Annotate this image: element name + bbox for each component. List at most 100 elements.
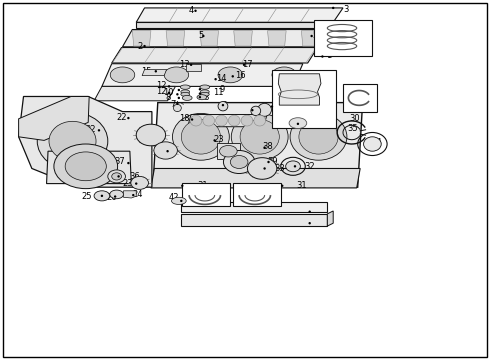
Ellipse shape: [264, 147, 266, 149]
Bar: [186, 64, 201, 71]
Polygon shape: [166, 31, 185, 46]
Ellipse shape: [321, 55, 323, 58]
Ellipse shape: [243, 64, 245, 66]
Ellipse shape: [94, 191, 110, 201]
Ellipse shape: [191, 118, 193, 121]
Ellipse shape: [197, 95, 207, 100]
Text: 22: 22: [116, 112, 126, 122]
Polygon shape: [142, 69, 167, 76]
Polygon shape: [188, 114, 267, 127]
Text: 27: 27: [350, 38, 361, 47]
Ellipse shape: [240, 120, 279, 154]
Polygon shape: [301, 31, 320, 46]
Polygon shape: [122, 30, 327, 47]
Ellipse shape: [54, 144, 118, 189]
Ellipse shape: [110, 67, 135, 83]
Text: 21: 21: [294, 119, 304, 128]
Polygon shape: [151, 168, 360, 188]
Text: 19: 19: [272, 102, 282, 111]
Text: 12: 12: [156, 81, 167, 90]
Ellipse shape: [294, 165, 296, 167]
Text: 11: 11: [213, 88, 223, 97]
Ellipse shape: [200, 90, 209, 94]
Text: 41: 41: [309, 218, 319, 227]
Text: 25: 25: [82, 192, 92, 201]
Ellipse shape: [247, 158, 277, 179]
Ellipse shape: [108, 170, 125, 183]
Ellipse shape: [176, 103, 178, 105]
Ellipse shape: [144, 45, 146, 47]
Polygon shape: [112, 48, 318, 63]
Ellipse shape: [118, 175, 120, 177]
Polygon shape: [94, 86, 175, 101]
Polygon shape: [268, 31, 286, 46]
Ellipse shape: [199, 96, 201, 98]
Ellipse shape: [223, 150, 255, 174]
Ellipse shape: [228, 115, 240, 126]
Text: 23: 23: [167, 146, 177, 155]
Text: 32: 32: [304, 162, 315, 171]
Polygon shape: [181, 202, 327, 212]
Bar: [272, 70, 336, 128]
Text: 7: 7: [170, 100, 175, 109]
Ellipse shape: [218, 102, 228, 111]
Ellipse shape: [181, 90, 190, 94]
Ellipse shape: [110, 190, 123, 199]
Ellipse shape: [182, 95, 192, 100]
Bar: [343, 84, 377, 112]
Bar: [233, 183, 281, 206]
Ellipse shape: [230, 156, 248, 168]
Ellipse shape: [332, 7, 334, 9]
Ellipse shape: [181, 185, 183, 187]
Ellipse shape: [271, 105, 273, 108]
Text: 5: 5: [198, 31, 203, 40]
Ellipse shape: [297, 123, 299, 125]
Polygon shape: [136, 8, 343, 22]
Text: 35: 35: [347, 124, 358, 133]
Ellipse shape: [190, 64, 192, 66]
Ellipse shape: [181, 120, 221, 154]
Ellipse shape: [251, 106, 261, 116]
Ellipse shape: [180, 85, 190, 89]
Polygon shape: [19, 96, 89, 140]
Text: 14: 14: [216, 74, 226, 83]
Ellipse shape: [203, 115, 215, 126]
Text: 17: 17: [243, 59, 253, 68]
Ellipse shape: [311, 35, 313, 37]
Ellipse shape: [290, 113, 347, 160]
Text: 1: 1: [326, 51, 331, 60]
Ellipse shape: [200, 85, 210, 89]
Ellipse shape: [131, 176, 148, 189]
Ellipse shape: [176, 93, 178, 95]
Polygon shape: [234, 31, 252, 46]
Text: 3: 3: [343, 4, 348, 13]
Text: 20: 20: [260, 105, 270, 114]
Text: 31: 31: [197, 181, 208, 190]
Ellipse shape: [190, 115, 202, 126]
Ellipse shape: [101, 195, 103, 197]
Ellipse shape: [180, 200, 182, 202]
Ellipse shape: [199, 88, 201, 90]
Polygon shape: [19, 96, 152, 187]
Text: 15: 15: [142, 67, 152, 76]
Ellipse shape: [167, 150, 169, 152]
Ellipse shape: [178, 89, 180, 91]
Text: 2: 2: [138, 41, 143, 50]
Ellipse shape: [127, 162, 129, 164]
Ellipse shape: [114, 195, 116, 198]
Text: 12: 12: [156, 87, 167, 96]
Ellipse shape: [98, 129, 100, 131]
Text: 24: 24: [132, 190, 143, 199]
Ellipse shape: [199, 93, 201, 95]
Text: 28: 28: [277, 102, 288, 111]
Ellipse shape: [127, 117, 129, 119]
Ellipse shape: [220, 145, 237, 157]
Text: 42: 42: [169, 193, 179, 202]
Bar: [217, 143, 240, 159]
Ellipse shape: [309, 222, 311, 224]
Ellipse shape: [181, 93, 190, 96]
Text: 40: 40: [309, 206, 319, 215]
Ellipse shape: [195, 10, 196, 12]
Ellipse shape: [241, 115, 253, 126]
Ellipse shape: [65, 152, 106, 181]
